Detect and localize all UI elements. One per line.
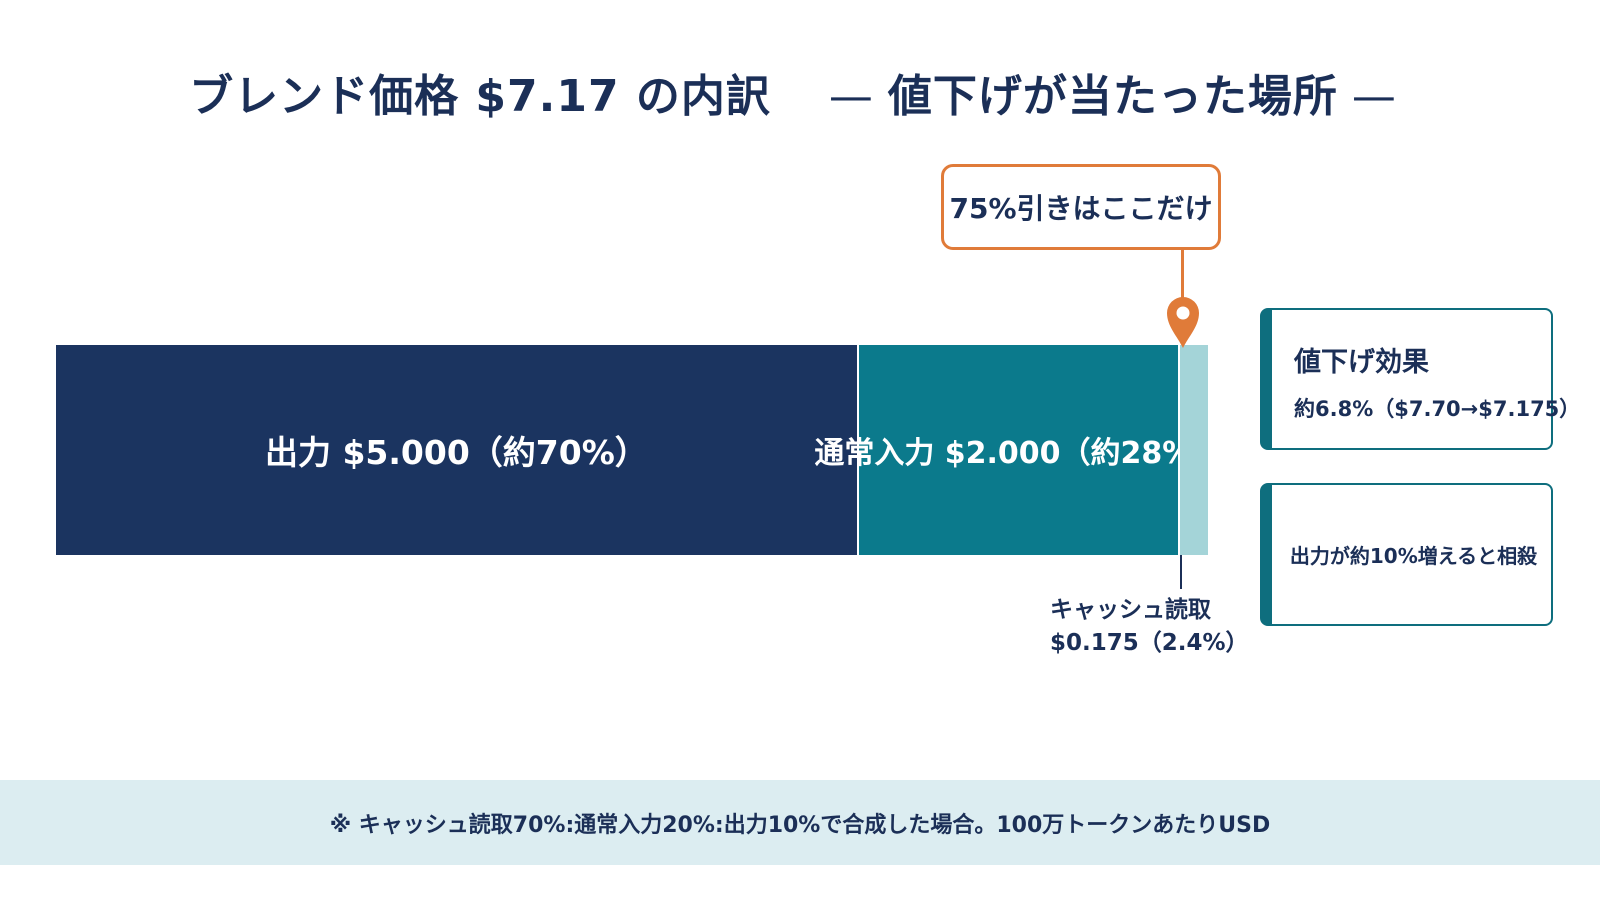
cache-read-label: キャッシュ読取 $0.175（2.4%） [1050,594,1249,660]
discount-effect-title: 値下げ効果 [1294,347,1429,378]
cache-read-value: $0.175（2.4%） [1050,630,1249,656]
page-title: ブレンド価格 $7.17 の内訳 — 値下げが当たった場所 — [0,60,1600,124]
offset-note-text: 出力が約10%増えると相殺 [1289,544,1538,568]
bar-output: 出力 $5.000（約70%） [56,345,857,555]
bar-input-label: 通常入力 $2.000（約28%） [814,436,1223,471]
footnote-bar: ※ キャッシュ読取70%:通常入力20%:出力10%で合成した場合。100万トー… [0,780,1600,865]
title-sub: 値下げが当たった場所 [887,71,1338,122]
title-main: ブレンド価格 $7.17 の内訳 [189,71,771,122]
cache-leader-line [1180,555,1182,589]
title-dash-left: — [828,71,874,122]
callout-text: 75%引きはここだけ [949,192,1213,225]
callout-connector [1181,250,1184,298]
map-pin-icon [1167,297,1199,348]
offset-note-box: 出力が約10%増えると相殺 [1260,483,1553,626]
bar-input: 通常入力 $2.000（約28%） [814,345,1222,555]
discount-effect-value: 約6.8%（$7.70→$7.175） [1294,397,1581,421]
bar-output-label: 出力 $5.000（約70%） [264,433,648,472]
discount-callout: 75%引きはここだけ [941,164,1221,250]
discount-effect-box: 値下げ効果 約6.8%（$7.70→$7.175） [1260,308,1581,450]
bar-cache-read [1179,345,1208,555]
cache-read-name: キャッシュ読取 [1050,597,1211,623]
footnote-text: ※ キャッシュ読取70%:通常入力20%:出力10%で合成した場合。100万トー… [329,812,1271,838]
title-dash-right: — [1351,71,1397,122]
